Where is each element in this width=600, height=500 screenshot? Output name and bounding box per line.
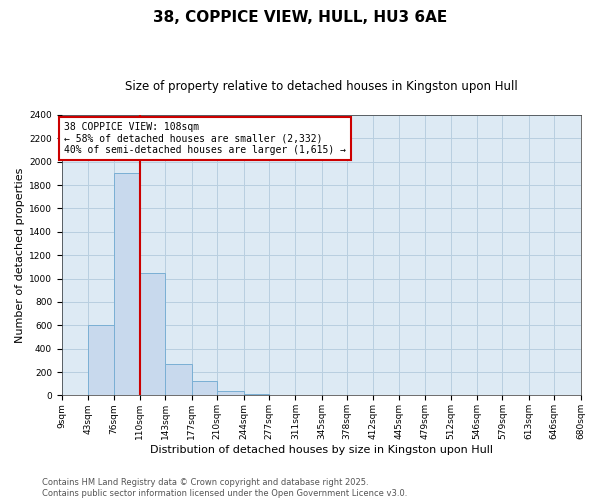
Y-axis label: Number of detached properties: Number of detached properties: [15, 168, 25, 343]
Bar: [140, 272, 166, 396]
Bar: [166, 364, 192, 396]
Bar: [244, 394, 269, 396]
Bar: [113, 174, 140, 396]
Bar: [88, 324, 113, 396]
Bar: [217, 392, 244, 396]
Title: Size of property relative to detached houses in Kingston upon Hull: Size of property relative to detached ho…: [125, 80, 518, 93]
X-axis label: Distribution of detached houses by size in Kingston upon Hull: Distribution of detached houses by size …: [149, 445, 493, 455]
Text: 38, COPPICE VIEW, HULL, HU3 6AE: 38, COPPICE VIEW, HULL, HU3 6AE: [153, 10, 447, 25]
Text: Contains HM Land Registry data © Crown copyright and database right 2025.
Contai: Contains HM Land Registry data © Crown c…: [42, 478, 407, 498]
Bar: [192, 382, 217, 396]
Text: 38 COPPICE VIEW: 108sqm
← 58% of detached houses are smaller (2,332)
40% of semi: 38 COPPICE VIEW: 108sqm ← 58% of detache…: [64, 122, 346, 155]
